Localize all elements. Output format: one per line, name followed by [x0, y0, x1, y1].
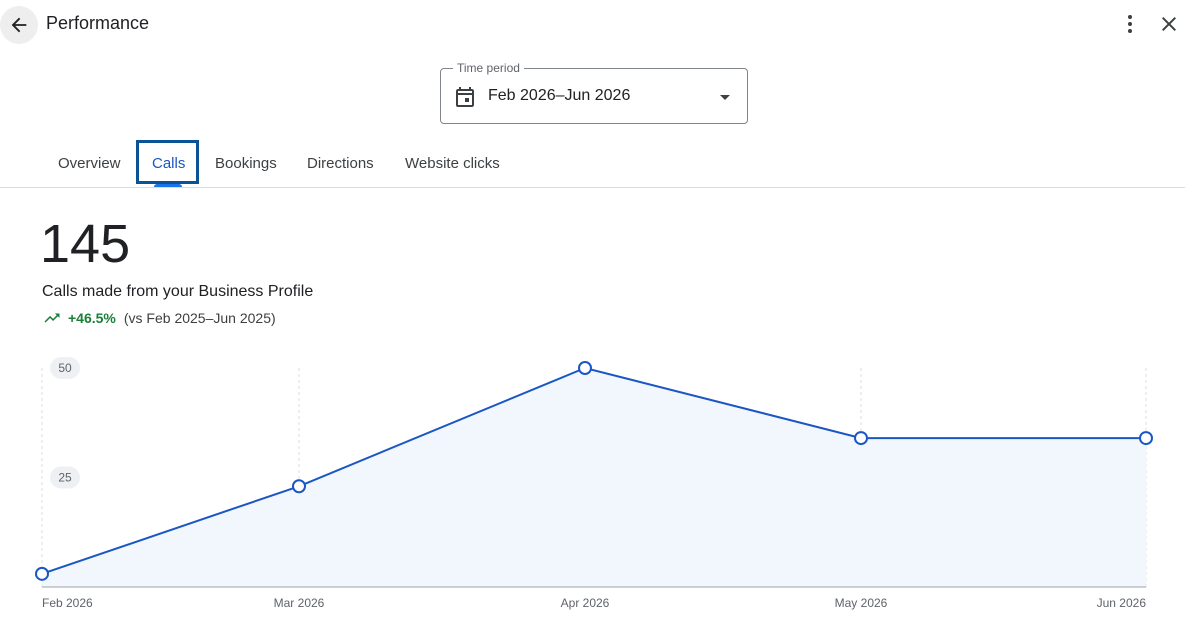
- time-period-value: Feb 2026–Jun 2026: [488, 87, 631, 104]
- metric-description: Calls made from your Business Profile: [42, 283, 314, 300]
- time-period-label: Time period: [453, 61, 524, 75]
- metric-total: 145: [40, 214, 131, 274]
- close-button[interactable]: [1157, 12, 1181, 36]
- trend-row: +46.5% (vs Feb 2025–Jun 2025): [42, 309, 276, 327]
- page-title: Performance: [46, 13, 150, 33]
- chart-area: [42, 368, 1146, 587]
- dropdown-arrow-icon: [720, 95, 730, 100]
- calls-chart: 25 50 Feb 2026 Mar 2026 Apr 2026 May 2026 Jun …: [35, 357, 1153, 610]
- calendar-icon: [456, 87, 474, 107]
- x-tick-label-mar-2026: Mar 2026: [274, 596, 325, 610]
- trend-comparison: (vs Feb 2025–Jun 2025): [123, 310, 276, 326]
- x-tick-label-jun-2026: Jun 2026: [1097, 596, 1147, 610]
- trending-up-icon: [44, 313, 60, 323]
- x-tick-label-may-2026: May 2026: [835, 596, 888, 610]
- arrow-back-icon: [11, 17, 27, 33]
- tab-overview[interactable]: Overview: [58, 155, 121, 172]
- top-bar: Performance: [0, 0, 1185, 48]
- trend-percentage: +46.5%: [68, 310, 116, 326]
- data-point-jun-2026: [1139, 431, 1153, 446]
- x-tick-label-apr-2026: Apr 2026: [561, 596, 610, 610]
- y-tick-label-50: 50: [58, 361, 72, 375]
- tab-calls[interactable]: Calls: [152, 155, 186, 172]
- metric-tabs: Overview Calls Bookings Directions Websi…: [0, 140, 1185, 188]
- close-icon: [1162, 17, 1176, 31]
- data-point-feb-2026: [35, 566, 49, 581]
- tab-website-clicks[interactable]: Website clicks: [405, 155, 500, 172]
- tab-bookings[interactable]: Bookings: [215, 155, 277, 172]
- more-vert-icon: [1128, 15, 1132, 33]
- time-period-select[interactable]: Time period Feb 2026–Jun 2026: [440, 61, 748, 124]
- y-tick-label-25: 25: [58, 471, 72, 485]
- tab-focus-ring: [136, 140, 199, 184]
- active-tab-indicator: [154, 184, 182, 187]
- tab-directions[interactable]: Directions: [307, 155, 374, 172]
- more-options-button[interactable]: [1118, 12, 1142, 36]
- y-tick-bg-25: [50, 466, 80, 489]
- data-point-apr-2026: [578, 361, 592, 375]
- y-tick-bg-50: [50, 357, 80, 379]
- x-tick-label-feb-2026: Feb 2026: [42, 596, 93, 610]
- data-point-may-2026: [854, 431, 868, 446]
- back-button[interactable]: [0, 6, 38, 44]
- data-point-mar-2026: [292, 479, 306, 494]
